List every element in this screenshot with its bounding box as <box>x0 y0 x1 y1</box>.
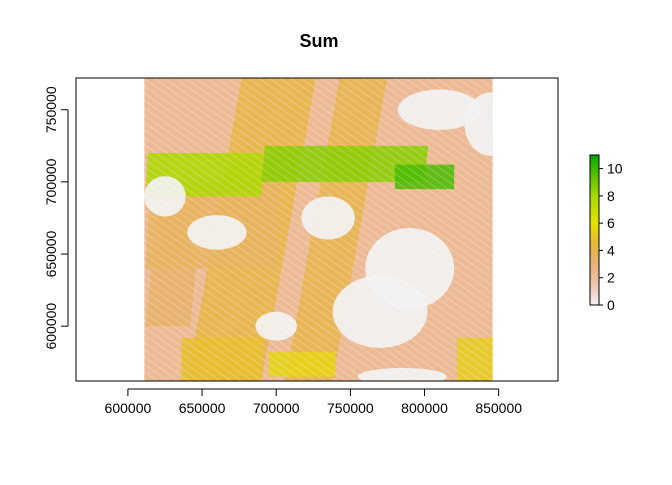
legend-colorbar <box>589 154 600 306</box>
plot-frame <box>75 77 559 382</box>
legend-tick-label: 8 <box>607 188 615 204</box>
chart-title: Sum <box>299 31 338 51</box>
x-axis: 600000 650000 700000 750000 800000 850000 <box>105 388 522 416</box>
y-axis: 600000 650000 700000 750000 <box>43 86 69 350</box>
x-tick-label: 650000 <box>179 400 226 416</box>
x-tick-label: 700000 <box>253 400 300 416</box>
color-legend: 0 2 4 6 8 10 <box>589 154 623 313</box>
y-tick-label: 750000 <box>43 86 59 133</box>
x-tick-label: 800000 <box>401 400 448 416</box>
y-tick-label: 650000 <box>43 230 59 277</box>
y-tick-label: 600000 <box>43 303 59 350</box>
y-tick-label: 700000 <box>43 158 59 205</box>
raster-layer <box>144 78 493 381</box>
raster-texture <box>144 78 493 381</box>
legend-tick-label: 2 <box>607 270 615 286</box>
legend-tick-label: 0 <box>607 297 615 313</box>
x-tick-label: 600000 <box>105 400 152 416</box>
legend-tick-label: 10 <box>607 161 623 177</box>
legend-tick-label: 4 <box>607 242 615 258</box>
x-tick-label: 750000 <box>327 400 374 416</box>
legend-tick-label: 6 <box>607 215 615 231</box>
x-tick-label: 850000 <box>475 400 522 416</box>
